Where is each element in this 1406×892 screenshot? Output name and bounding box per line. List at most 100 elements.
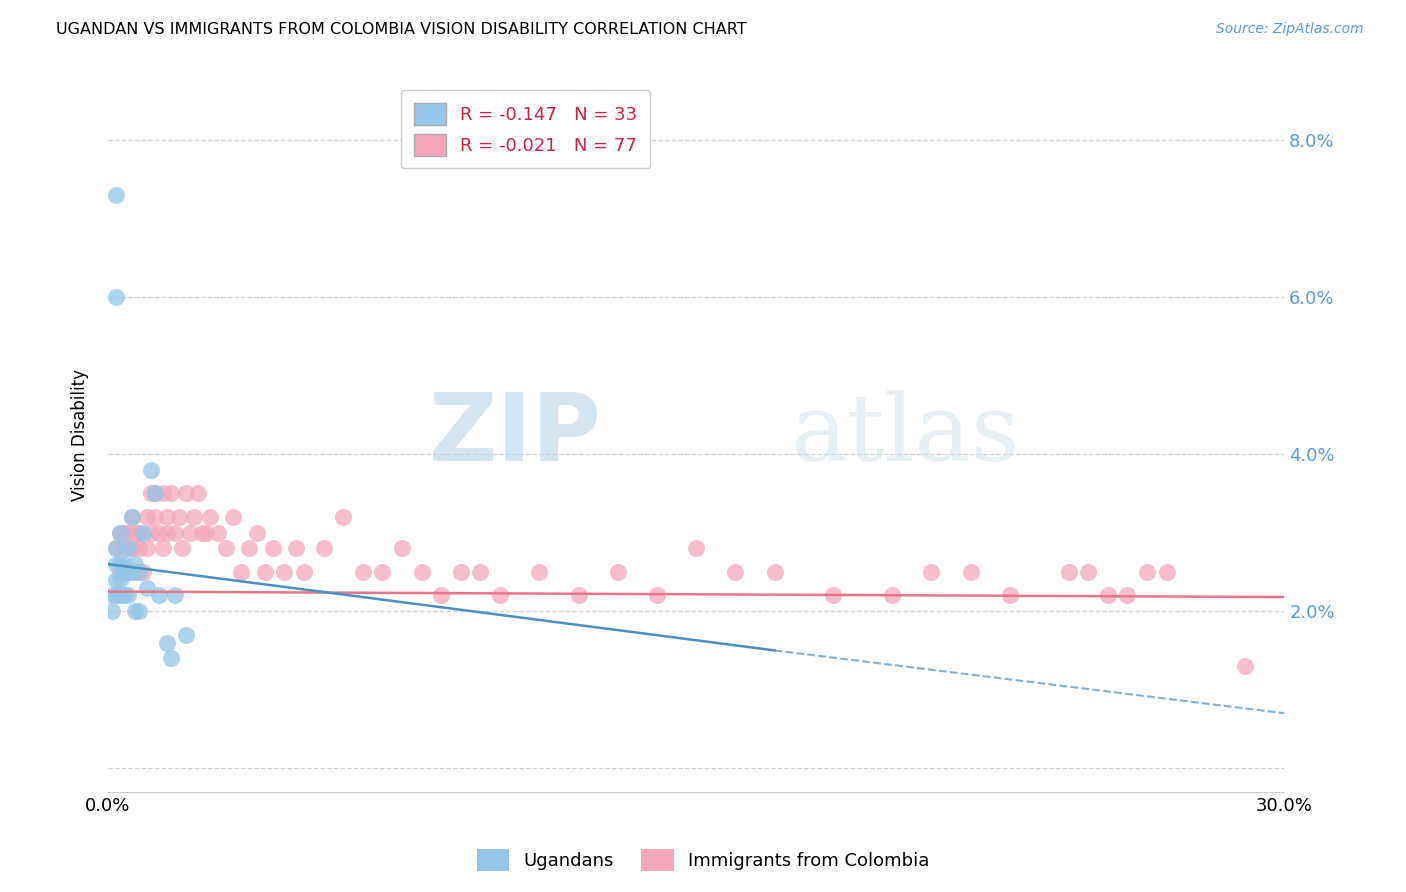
Point bbox=[1097, 589, 1119, 603]
Point bbox=[1116, 589, 1139, 603]
Point bbox=[1057, 565, 1080, 579]
Point bbox=[121, 510, 143, 524]
Point bbox=[117, 541, 139, 556]
Point bbox=[724, 565, 747, 579]
Point bbox=[152, 541, 174, 556]
Point bbox=[273, 565, 295, 579]
Point bbox=[352, 565, 374, 579]
Point bbox=[101, 604, 124, 618]
Point bbox=[112, 565, 135, 579]
Point bbox=[128, 565, 150, 579]
Point bbox=[159, 486, 181, 500]
Point bbox=[332, 510, 354, 524]
Point bbox=[231, 565, 253, 579]
Point bbox=[104, 290, 127, 304]
Point bbox=[179, 525, 201, 540]
Point bbox=[117, 565, 139, 579]
Text: ZIP: ZIP bbox=[429, 389, 602, 481]
Point bbox=[823, 589, 845, 603]
Legend: Ugandans, Immigrants from Colombia: Ugandans, Immigrants from Colombia bbox=[470, 842, 936, 879]
Point bbox=[112, 589, 135, 603]
Point bbox=[998, 589, 1021, 603]
Point bbox=[132, 525, 155, 540]
Point bbox=[567, 589, 589, 603]
Point bbox=[117, 565, 139, 579]
Point bbox=[128, 525, 150, 540]
Point bbox=[176, 486, 198, 500]
Point bbox=[104, 573, 127, 587]
Point bbox=[167, 510, 190, 524]
Point bbox=[1077, 565, 1099, 579]
Point bbox=[450, 565, 472, 579]
Point bbox=[121, 510, 143, 524]
Point bbox=[152, 486, 174, 500]
Point bbox=[104, 188, 127, 202]
Point bbox=[163, 589, 186, 603]
Point bbox=[470, 565, 492, 579]
Point bbox=[104, 541, 127, 556]
Point bbox=[371, 565, 394, 579]
Point bbox=[101, 589, 124, 603]
Point bbox=[108, 573, 131, 587]
Point bbox=[156, 510, 179, 524]
Point bbox=[112, 557, 135, 571]
Point bbox=[156, 525, 179, 540]
Point bbox=[104, 557, 127, 571]
Point bbox=[187, 486, 209, 500]
Point bbox=[136, 510, 159, 524]
Point bbox=[489, 589, 512, 603]
Point bbox=[430, 589, 453, 603]
Point bbox=[117, 525, 139, 540]
Point bbox=[262, 541, 284, 556]
Point bbox=[763, 565, 786, 579]
Point bbox=[124, 557, 146, 571]
Point bbox=[124, 565, 146, 579]
Point bbox=[148, 525, 170, 540]
Point bbox=[1136, 565, 1159, 579]
Point bbox=[1156, 565, 1178, 579]
Point bbox=[285, 541, 308, 556]
Point bbox=[112, 541, 135, 556]
Point bbox=[198, 510, 221, 524]
Point bbox=[391, 541, 413, 556]
Point bbox=[159, 651, 181, 665]
Point bbox=[959, 565, 981, 579]
Point bbox=[645, 589, 668, 603]
Point bbox=[156, 635, 179, 649]
Point bbox=[411, 565, 433, 579]
Point bbox=[176, 628, 198, 642]
Point bbox=[143, 486, 166, 500]
Point bbox=[139, 463, 162, 477]
Point bbox=[148, 589, 170, 603]
Point bbox=[183, 510, 205, 524]
Point bbox=[246, 525, 269, 540]
Point bbox=[253, 565, 276, 579]
Point bbox=[104, 589, 127, 603]
Point bbox=[1234, 659, 1257, 673]
Point bbox=[108, 565, 131, 579]
Point bbox=[136, 581, 159, 595]
Point bbox=[139, 486, 162, 500]
Point bbox=[132, 565, 155, 579]
Point bbox=[312, 541, 335, 556]
Point bbox=[124, 525, 146, 540]
Point bbox=[117, 589, 139, 603]
Point bbox=[920, 565, 942, 579]
Point bbox=[108, 557, 131, 571]
Text: atlas: atlas bbox=[790, 390, 1019, 480]
Point bbox=[128, 604, 150, 618]
Point bbox=[207, 525, 229, 540]
Point bbox=[292, 565, 315, 579]
Point bbox=[108, 589, 131, 603]
Point bbox=[108, 525, 131, 540]
Point bbox=[128, 541, 150, 556]
Point bbox=[529, 565, 551, 579]
Point bbox=[238, 541, 260, 556]
Point bbox=[195, 525, 218, 540]
Point bbox=[104, 541, 127, 556]
Y-axis label: Vision Disability: Vision Disability bbox=[72, 368, 89, 500]
Legend: R = -0.147   N = 33, R = -0.021   N = 77: R = -0.147 N = 33, R = -0.021 N = 77 bbox=[401, 90, 650, 169]
Point bbox=[121, 565, 143, 579]
Point bbox=[882, 589, 904, 603]
Point bbox=[222, 510, 245, 524]
